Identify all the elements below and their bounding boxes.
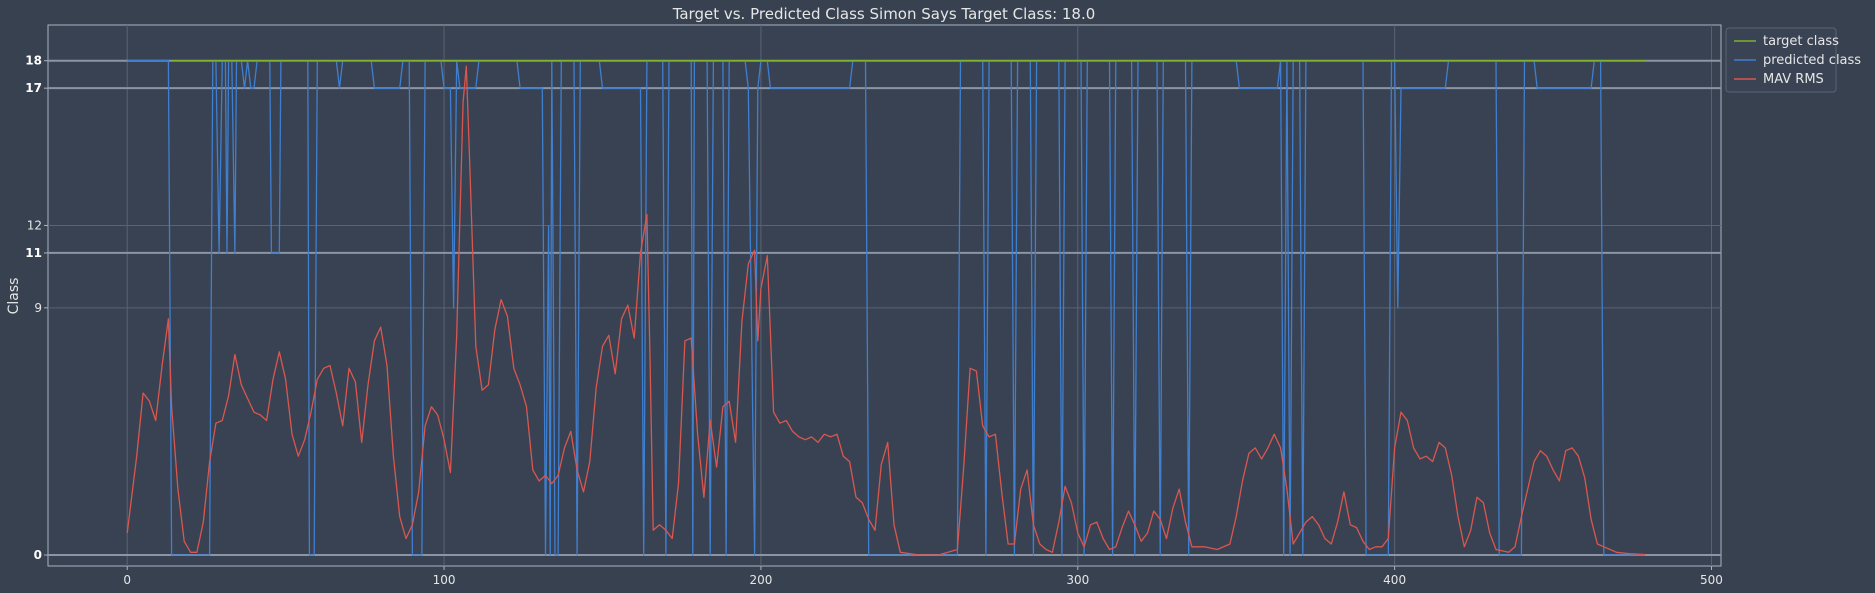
legend-label: target class xyxy=(1763,34,1839,49)
legend: target class predicted class MAV RMS xyxy=(1725,27,1861,93)
series-line-mav-rms xyxy=(126,65,1646,556)
legend-label: predicted class xyxy=(1763,53,1861,68)
legend-box xyxy=(1725,27,1837,93)
y-axis-label: Class xyxy=(6,278,22,315)
y-tick-label: 12 xyxy=(27,218,42,232)
x-tick-label: 100 xyxy=(433,573,456,587)
y-tick-label: 9 xyxy=(34,301,42,315)
x-axis-ticks: 0 100 200 300 400 500 xyxy=(123,566,1723,587)
x-tick-label: 200 xyxy=(749,573,772,587)
x-tick-label: 0 xyxy=(123,573,131,587)
x-tick-label: 300 xyxy=(1066,573,1089,587)
y-axis-ticks: 0 9 11 12 17 18 xyxy=(25,54,48,562)
plot-background xyxy=(47,24,1722,567)
y-tick-label: 0 xyxy=(34,548,42,562)
legend-label: MAV RMS xyxy=(1763,72,1824,87)
x-tick-label: 500 xyxy=(1700,573,1723,587)
series-layer xyxy=(126,60,1646,556)
x-tick-label: 400 xyxy=(1383,573,1406,587)
y-tick-label: 17 xyxy=(25,81,42,95)
chart-title: Target vs. Predicted Class Simon Says Ta… xyxy=(672,5,1096,23)
y-tick-label: 18 xyxy=(25,54,42,68)
y-tick-label: 11 xyxy=(25,246,42,260)
